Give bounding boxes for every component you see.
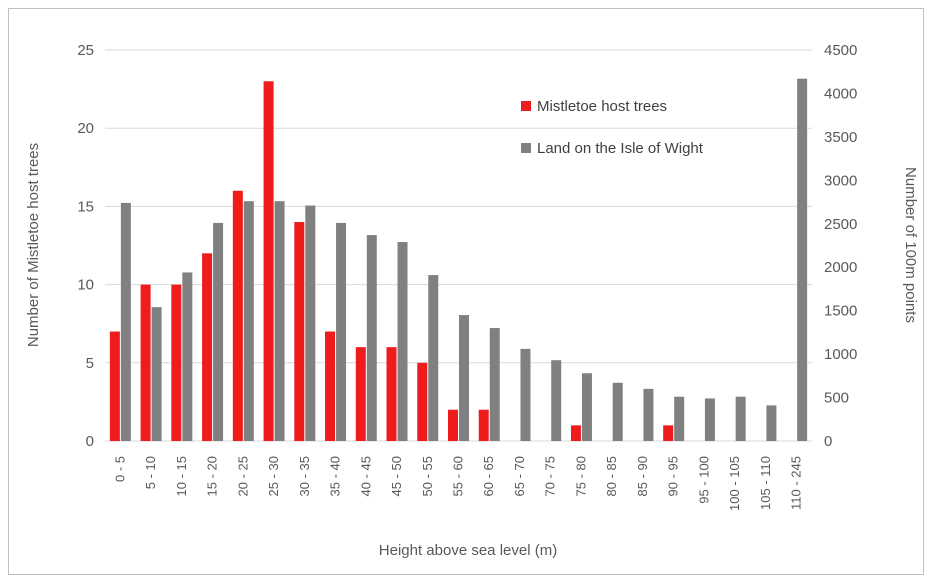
right-tick-label: 3000 <box>824 172 857 189</box>
category-label: 0 - 5 <box>112 456 127 482</box>
bar-mistletoe <box>232 190 243 441</box>
bar-land <box>336 222 347 441</box>
bar-mistletoe <box>202 253 213 441</box>
bar-mistletoe <box>140 284 151 441</box>
bar-mistletoe <box>263 81 274 441</box>
right-tick-label: 3500 <box>824 129 857 146</box>
right-tick-label: 4000 <box>824 85 857 102</box>
bar-mistletoe <box>355 347 366 441</box>
category-label: 15 - 20 <box>205 456 220 496</box>
bar-land <box>489 328 500 441</box>
left-tick-label: 20 <box>77 120 94 137</box>
left-tick-label: 10 <box>77 277 94 294</box>
category-label: 60 - 65 <box>481 456 496 496</box>
left-tick-label: 0 <box>86 433 94 450</box>
bar-mistletoe <box>386 347 397 441</box>
left-axis-ticks: 0 5 10 15 20 25 <box>77 42 94 450</box>
right-axis-ticks: 0 500 1000 1500 2000 2500 3000 3500 4000 4500 <box>824 42 857 450</box>
category-label: 55 - 60 <box>451 456 466 496</box>
bar-mistletoe <box>294 222 305 441</box>
left-axis-title: Number of Mistletoe host trees <box>25 143 42 347</box>
bar-land <box>581 373 592 441</box>
category-label: 85 - 90 <box>635 456 650 496</box>
category-label: 20 - 25 <box>235 456 250 496</box>
bar-land <box>213 222 224 441</box>
bar-mistletoe <box>417 362 428 441</box>
right-tick-label: 2000 <box>824 259 857 276</box>
category-label: 25 - 30 <box>266 456 281 496</box>
legend-swatch-mistletoe <box>521 101 531 111</box>
bar-mistletoe <box>109 331 120 441</box>
bar-land <box>274 201 285 441</box>
bar-land <box>797 78 808 441</box>
category-label: 30 - 35 <box>297 456 312 496</box>
bar-land <box>674 396 685 441</box>
category-label: 10 - 15 <box>174 456 189 496</box>
legend-label-land: Land on the Isle of Wight <box>537 140 704 157</box>
bar-land <box>151 307 162 441</box>
category-label: 100 - 105 <box>727 456 742 511</box>
bar-mistletoe <box>171 284 182 441</box>
category-label: 90 - 95 <box>666 456 681 496</box>
right-axis-title: Number of 100m points <box>902 167 919 323</box>
bar-land <box>520 348 531 441</box>
category-label: 45 - 50 <box>389 456 404 496</box>
bar-land <box>366 235 377 441</box>
bar-mistletoe <box>448 409 458 441</box>
legend-label-mistletoe: Mistletoe host trees <box>537 98 667 115</box>
bar-land <box>120 202 131 441</box>
right-tick-label: 0 <box>824 433 832 450</box>
bar-land <box>704 398 715 441</box>
bar-mistletoe <box>478 409 489 441</box>
left-tick-label: 15 <box>77 198 94 215</box>
right-tick-label: 4500 <box>824 42 857 59</box>
left-tick-label: 5 <box>86 355 94 372</box>
bar-land <box>428 275 439 441</box>
category-label: 40 - 45 <box>358 456 373 496</box>
category-label: 35 - 40 <box>328 456 343 496</box>
bar-land <box>766 405 777 441</box>
category-label: 80 - 85 <box>604 456 619 496</box>
bar-land <box>243 201 254 441</box>
right-tick-label: 1000 <box>824 346 857 363</box>
category-labels: 0 - 5 5 - 10 10 - 15 15 - 20 20 - 25 25 - 30 3… <box>112 456 803 511</box>
bar-land <box>182 272 193 441</box>
category-label: 70 - 75 <box>543 456 558 496</box>
x-axis-title: Height above sea level (m) <box>379 542 557 559</box>
bar-land <box>459 315 469 441</box>
legend-swatch-land <box>521 143 531 153</box>
category-label: 105 - 110 <box>758 456 773 510</box>
bar-mistletoe <box>325 331 336 441</box>
bar-land <box>305 205 316 441</box>
category-label: 75 - 80 <box>573 456 588 496</box>
category-label: 110 - 245 <box>789 456 804 510</box>
category-label: 50 - 55 <box>420 456 435 496</box>
legend: Mistletoe host trees Land on the Isle of… <box>521 98 704 157</box>
bar-land <box>643 388 654 441</box>
right-tick-label: 500 <box>824 390 849 407</box>
bar-land <box>551 360 562 441</box>
left-tick-label: 25 <box>77 42 94 59</box>
category-label: 5 - 10 <box>143 456 158 489</box>
bar-land <box>397 242 408 441</box>
right-tick-label: 2500 <box>824 216 857 233</box>
bars <box>109 78 808 441</box>
category-label: 65 - 70 <box>512 456 527 496</box>
category-label: 95 - 100 <box>696 456 711 504</box>
bar-mistletoe <box>663 425 674 441</box>
right-tick-label: 1500 <box>824 303 857 320</box>
bar-mistletoe <box>570 425 581 441</box>
bar-land <box>735 396 746 441</box>
bar-land <box>612 382 623 441</box>
chart-frame <box>8 8 924 575</box>
